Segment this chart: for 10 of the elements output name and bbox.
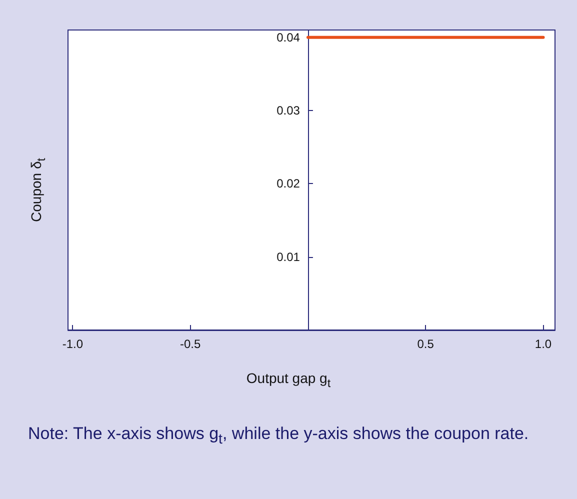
x-tick-label: 1.0 (534, 337, 552, 351)
x-tick-label: -0.5 (180, 337, 201, 351)
y-tick-label: 0.02 (276, 176, 300, 191)
x-axis-title: Output gap g$_{t}$ (245, 370, 332, 390)
text: Note: The x-axis shows g$_{t}$, while the y-axis shows the coupon rate. (28, 423, 530, 450)
y-tick-label: 0.03 (276, 103, 300, 118)
y-tick-label: 0.01 (276, 250, 300, 264)
x-tick-label: -1.0 (62, 337, 84, 351)
y-tick-label: 0.04 (276, 30, 300, 44)
x-tick-label: 0.5 (417, 337, 434, 351)
